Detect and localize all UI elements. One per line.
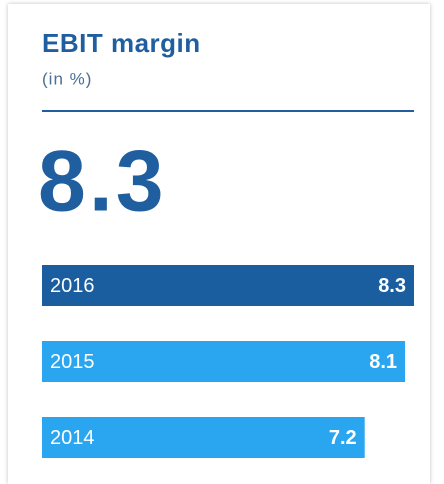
bar	[42, 417, 365, 458]
value-label: 7.2	[329, 427, 357, 449]
category-label: 2016	[50, 275, 95, 297]
value-label: 8.3	[378, 275, 406, 297]
value-label: 8.1	[369, 351, 397, 373]
category-label: 2014	[50, 427, 95, 449]
headline-value: 8.3	[38, 134, 167, 230]
chart-title: EBIT margin	[42, 28, 201, 58]
bar	[42, 265, 414, 306]
card	[8, 4, 430, 484]
bar	[42, 341, 406, 382]
chart-subtitle: (in %)	[42, 69, 92, 88]
category-label: 2015	[50, 351, 95, 373]
